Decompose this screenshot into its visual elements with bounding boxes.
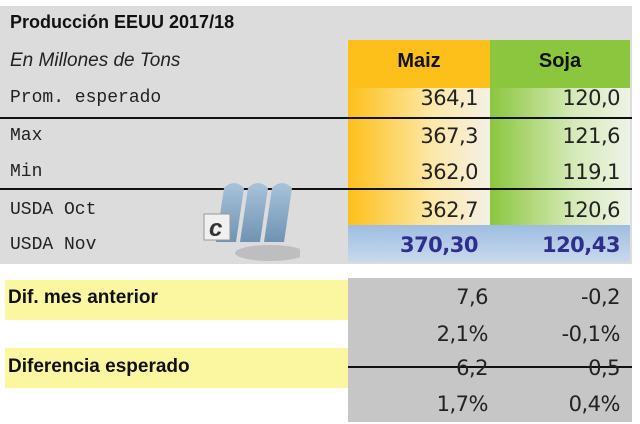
maiz-header: Maiz xyxy=(397,50,441,72)
soja-value: 121,6 xyxy=(562,124,620,148)
maiz-value: 362,0 xyxy=(420,160,478,184)
diff-values-bg xyxy=(348,278,632,422)
maiz-value: 367,3 xyxy=(420,124,478,148)
dif-esperado-label-bg xyxy=(5,348,348,388)
maiz-value: 364,1 xyxy=(420,86,478,110)
dif-mes-label-bg xyxy=(5,280,348,320)
maiz-diff-pct: 1,7% xyxy=(436,392,489,416)
soja-diff: -0,2 xyxy=(581,285,620,309)
units-subtitle: En Millones de Tons xyxy=(10,50,181,71)
maiz-diff-pct: 2,1% xyxy=(436,322,489,346)
row-label: Min xyxy=(10,162,43,182)
svg-text:c: c xyxy=(209,215,222,242)
soja-diff-pct: -0,1% xyxy=(561,322,621,346)
row-label: Max xyxy=(10,126,43,146)
soja-header-bg xyxy=(490,40,630,88)
maiz-header-bg xyxy=(348,40,490,88)
row-label: USDA Oct xyxy=(10,200,97,220)
maiz-diff: 7,6 xyxy=(456,285,488,309)
soja-diff-pct: 0,4% xyxy=(568,392,621,416)
maiz-value: 370,30 xyxy=(399,233,479,257)
row-label: USDA Nov xyxy=(10,235,97,255)
divider xyxy=(0,188,632,190)
soja-header: Soja xyxy=(538,50,582,72)
soja-value: 120,0 xyxy=(562,86,620,110)
nov-maiz-bg xyxy=(348,225,490,262)
soja-diff: 0,5 xyxy=(588,356,620,380)
diff-label: Diferencia esperado xyxy=(8,356,190,377)
row-label: Prom. esperado xyxy=(10,88,162,108)
maiz-diff: 6,2 xyxy=(456,356,488,380)
cm-logo: c xyxy=(203,183,300,261)
nov-soja-bg xyxy=(490,225,630,262)
table-title: Producción EEUU 2017/18 xyxy=(10,12,235,32)
soja-value: 119,1 xyxy=(562,160,620,184)
divider xyxy=(348,366,632,368)
soja-value: 120,43 xyxy=(541,233,621,257)
soja-value: 120,6 xyxy=(562,198,620,222)
diff-label: Dif. mes anterior xyxy=(8,287,158,308)
divider xyxy=(0,117,632,119)
maiz-value: 362,7 xyxy=(420,198,478,222)
